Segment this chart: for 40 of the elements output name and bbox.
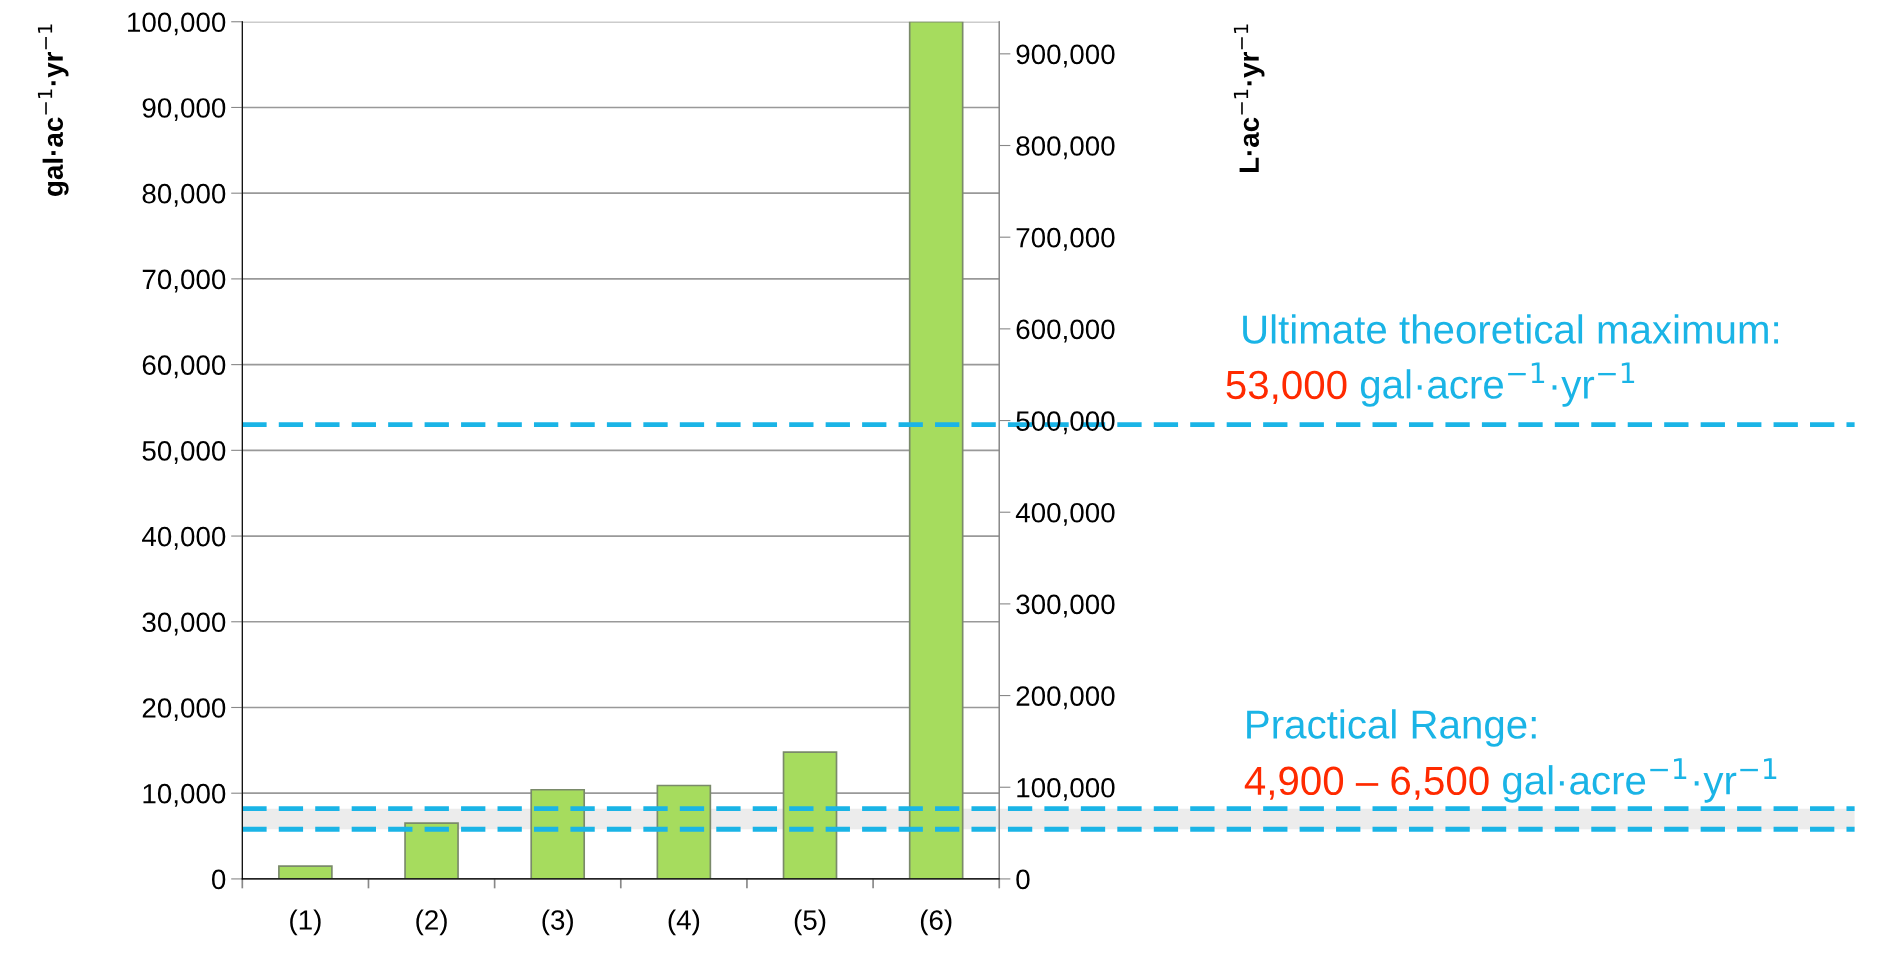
text: Ultimate theoretical maximum:	[1243, 314, 1779, 344]
bar	[656, 784, 712, 879]
y2-tick-label: 300,000	[1016, 594, 1115, 618]
y-tick-label: 100,000	[128, 12, 226, 36]
bar	[404, 822, 459, 879]
bar	[908, 21, 964, 879]
y-tick-label: 0	[211, 869, 226, 890]
x-tick-label: (6)	[920, 909, 952, 936]
y-tick-label: 80,000	[142, 183, 226, 207]
y2-tick-label: 900,000	[1016, 44, 1115, 68]
y-tick-label: 70,000	[142, 269, 226, 293]
y2-tick-label: 600,000	[1016, 319, 1115, 343]
x-tick-label: (4)	[668, 909, 700, 936]
y2-tick-label: 700,000	[1016, 227, 1115, 251]
y-tick-label: 60,000	[142, 355, 226, 379]
text: 4,900 – 6,500	[1244, 766, 1489, 800]
y-axis-title: gal·ac$^{−1}$·yr$^{−1}$	[37, 24, 69, 196]
y2-tick-label: 200,000	[1016, 686, 1115, 710]
y-tick-label: 20,000	[142, 698, 226, 722]
x-tick-label: (3)	[542, 909, 573, 936]
bar	[278, 865, 333, 879]
y-tick-label: 40,000	[142, 526, 226, 550]
y2-axis-title: L·ac$^{−1}$·yr$^{−1}$	[1233, 24, 1265, 173]
y-tick-label: 90,000	[142, 98, 226, 122]
bar	[782, 751, 838, 879]
y2-tick-label: 400,000	[1015, 502, 1115, 526]
y2-tick-label: 800,000	[1016, 136, 1115, 160]
y2-tick-label: 0	[1016, 869, 1030, 890]
y-tick-label: 50,000	[142, 441, 226, 464]
text: Practical Range:	[1247, 709, 1536, 747]
text: 53,000	[1226, 370, 1347, 404]
x-tick-label: (1)	[290, 909, 321, 936]
text: gal·acre$^{−1}$·yr$^{−1}$	[1503, 758, 1777, 803]
x-tick-label: (5)	[794, 909, 826, 936]
y-tick-label: 30,000	[142, 612, 226, 636]
x-tick-label: (2)	[416, 909, 447, 936]
text: gal·acre$^{−1}$·yr$^{−1}$	[1360, 362, 1635, 407]
y2-tick-label: 100,000	[1017, 777, 1115, 801]
bar	[530, 788, 586, 879]
y-tick-label: 10,000	[143, 783, 226, 807]
